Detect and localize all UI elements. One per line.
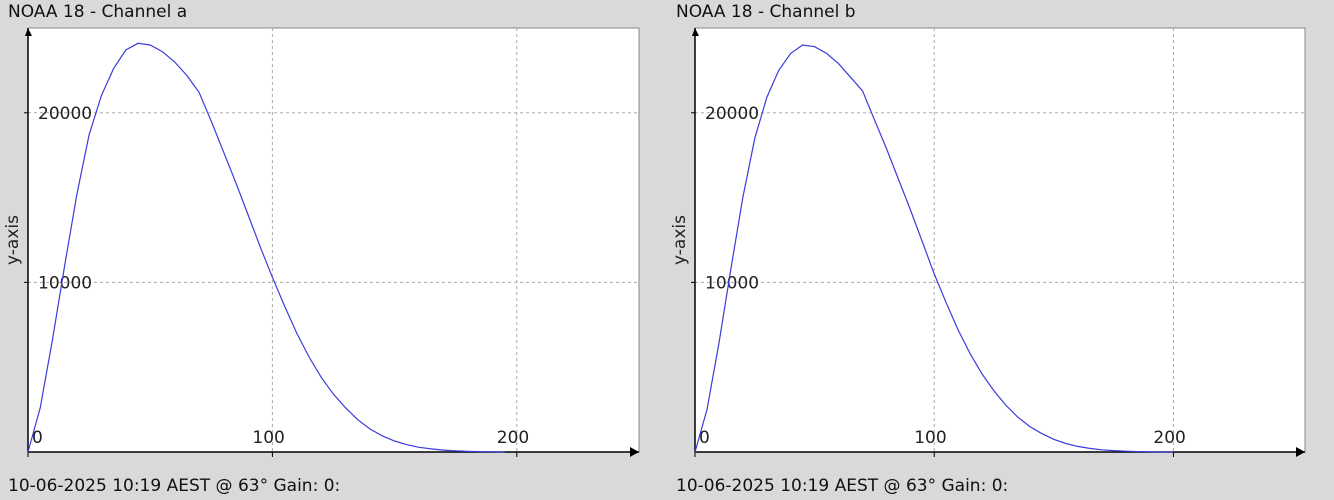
x-tick-label: 0	[32, 428, 43, 448]
y-axis-label: y-axis	[670, 215, 690, 265]
x-tick-label: 0	[699, 428, 710, 448]
y-tick-label: 20000	[705, 104, 759, 124]
chart-plot: 0 100 200 10000 20000 y-axis	[670, 27, 1306, 457]
chart-footer: 10-06-2025 10:19 AEST @ 63° Gain: 0:	[676, 476, 1009, 496]
y-axis-arrow	[25, 28, 32, 36]
x-tick-label: 100	[252, 428, 284, 448]
x-axis-arrow	[1296, 447, 1305, 457]
y-axis-label: y-axis	[3, 215, 23, 265]
x-tick-label: 200	[1153, 428, 1185, 448]
y-tick-label: 10000	[705, 273, 759, 293]
chart-title: NOAA 18 - Channel a	[8, 2, 188, 22]
chart-footer: 10-06-2025 10:19 AEST @ 63° Gain: 0:	[8, 476, 341, 496]
plot-area	[27, 27, 640, 453]
chart-panel-b: NOAA 18 - Channel b 0 100 200 10000 20000 y-a…	[667, 0, 1334, 500]
y-axis-arrow	[692, 28, 699, 36]
x-tick-label: 200	[497, 428, 529, 448]
chart-plot: 0 100 200 10000 20000 y-axis	[3, 27, 640, 457]
series-line	[27, 42, 505, 453]
x-axis-arrow	[630, 447, 639, 457]
plot-area	[694, 27, 1306, 453]
chart-panel-a: NOAA 18 - Channel a 0 100 200 10000 20000 y-a…	[3, 2, 640, 496]
x-tick-label: 100	[914, 428, 946, 448]
y-tick-label: 10000	[38, 273, 92, 293]
y-tick-label: 20000	[38, 104, 92, 124]
series-line	[694, 44, 1174, 453]
chart-title: NOAA 18 - Channel b	[676, 2, 856, 22]
